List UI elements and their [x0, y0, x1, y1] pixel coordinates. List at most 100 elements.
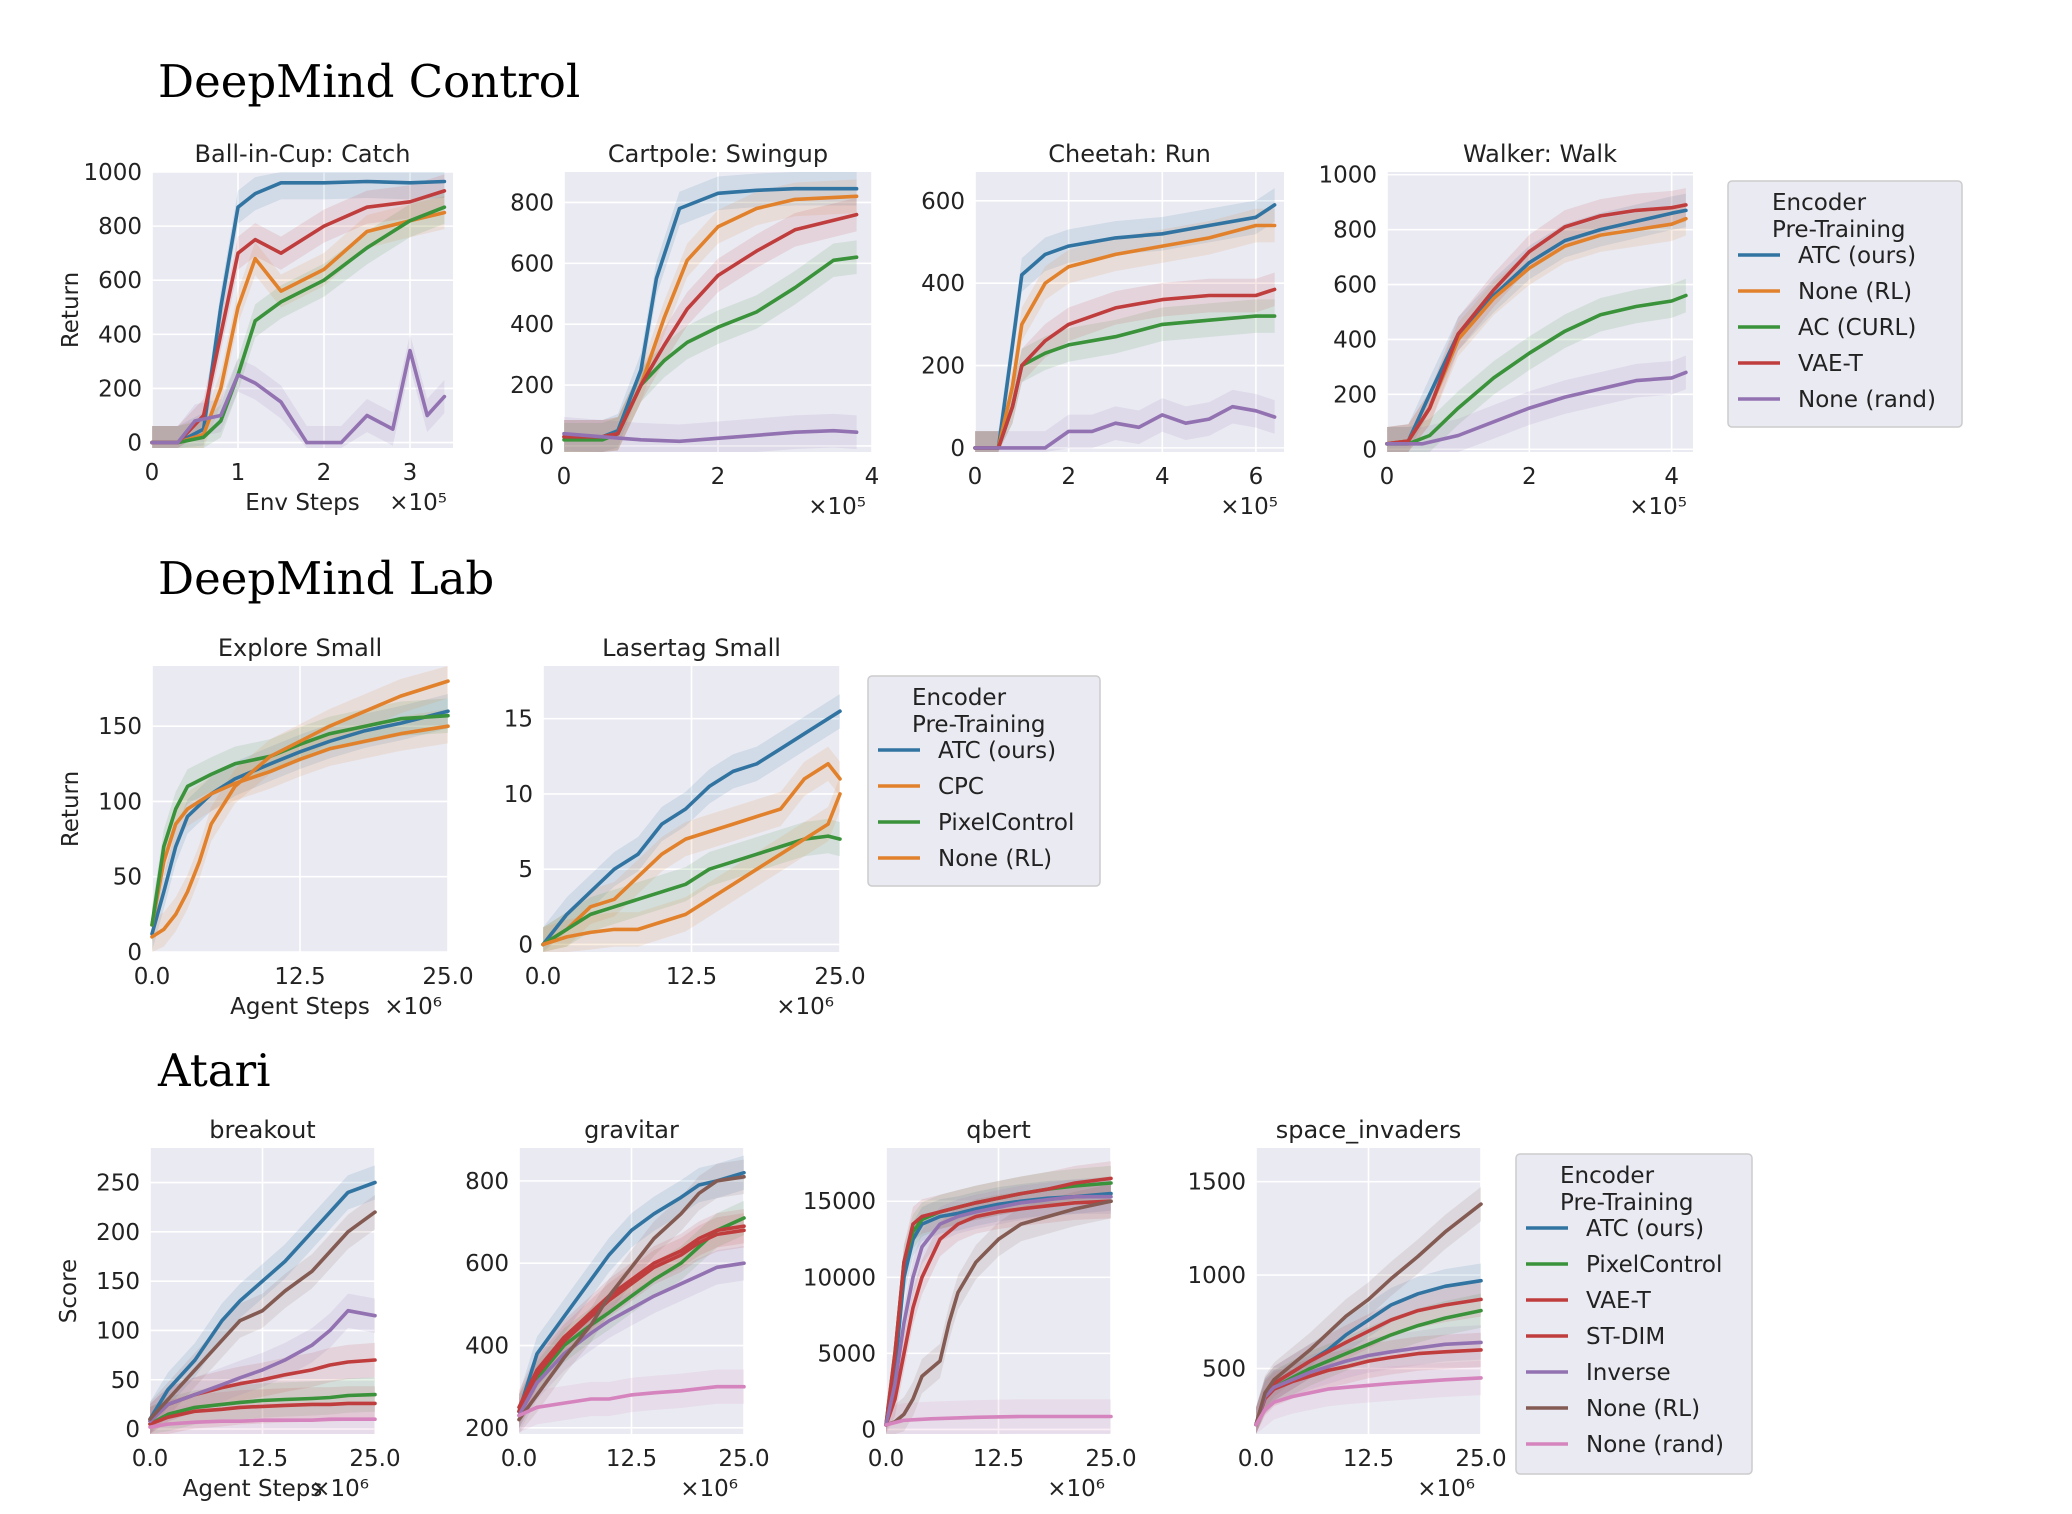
y-tick-label: 10000: [803, 1265, 876, 1291]
x-tick-label: 25.0: [1455, 1446, 1506, 1472]
y-tick-label: 200: [465, 1416, 509, 1442]
series-line: [973, 287, 1277, 450]
legend-entry: None (RL): [938, 846, 1052, 872]
x-tick-label: 0.0: [1238, 1446, 1275, 1472]
x-tick-label: 0.0: [134, 964, 171, 990]
chart-title: breakout: [209, 1116, 315, 1144]
chart-8: qbert 0.0 12.5 25.0 0 5000 10000 15000 ×10⁶: [803, 1116, 1137, 1502]
series-band: [1256, 1282, 1481, 1434]
series-line: [884, 1414, 1113, 1427]
x-multiplier: ×10⁵: [389, 490, 447, 516]
series-band: [519, 1369, 744, 1433]
y-axis-label: Score: [56, 1259, 82, 1323]
series-line: [148, 1180, 377, 1421]
series-line: [562, 428, 859, 444]
x-tick-label: 0.0: [868, 1446, 905, 1472]
y-tick-label: 800: [465, 1169, 509, 1195]
series-band: [150, 1342, 375, 1434]
series-band: [519, 1155, 744, 1429]
legend-entry: CPC: [938, 774, 984, 800]
x-tick-label: 2: [711, 464, 726, 490]
x-tick-label: 0.0: [132, 1446, 169, 1472]
y-tick-label: 600: [465, 1251, 509, 1277]
series-band: [1256, 1360, 1481, 1434]
series-line: [150, 679, 450, 939]
series-band: [150, 1293, 375, 1434]
series-line: [148, 1401, 377, 1426]
series-band: [150, 1194, 375, 1434]
x-tick-label: 2: [1522, 464, 1537, 490]
series-line: [517, 1224, 746, 1410]
y-tick-label: 400: [465, 1334, 509, 1360]
y-tick-label: 1000: [1318, 163, 1377, 189]
legend-title: Encoder: [1560, 1163, 1655, 1189]
y-tick-label: 200: [98, 376, 142, 402]
y-tick-label: 15000: [803, 1189, 876, 1215]
legend-title: Pre-Training: [1772, 217, 1906, 243]
series-band: [886, 1165, 1111, 1434]
series-band: [152, 190, 445, 449]
y-tick-label: 800: [98, 214, 142, 240]
y-tick-label: 200: [510, 373, 554, 399]
y-tick-label: 400: [510, 312, 554, 338]
legend-title: Encoder: [912, 685, 1007, 711]
chart-9: space_invaders 0.0 12.5 25.0 500 1000 1500 ×10⁶: [1187, 1116, 1506, 1502]
y-tick-label: 15: [504, 707, 533, 733]
series-line: [517, 1384, 746, 1418]
chart-title: Walker: Walk: [1463, 140, 1617, 168]
y-tick-label: 200: [1333, 382, 1377, 408]
x-tick-label: 4: [865, 464, 880, 490]
plot-area: [152, 172, 453, 448]
series-band: [975, 208, 1275, 452]
series-band: [564, 197, 857, 452]
chart-title: Lasertag Small: [602, 634, 781, 662]
y-tick-label: 600: [510, 251, 554, 277]
chart-title: space_invaders: [1276, 1116, 1462, 1144]
x-tick-label: 0.0: [525, 964, 562, 990]
legend-entry: Inverse: [1586, 1360, 1671, 1386]
chart-5: Lasertag Small 0.0 12.5 25.0 0 5 10 15 ×10⁶: [504, 634, 866, 1020]
series-band: [975, 389, 1275, 452]
series-line: [150, 179, 447, 445]
series-line: [1254, 1340, 1483, 1427]
legend-entry: PixelControl: [1586, 1252, 1722, 1278]
legend-title: Pre-Training: [912, 712, 1046, 738]
x-multiplier: ×10⁶: [311, 1476, 369, 1502]
y-tick-label: 250: [96, 1171, 140, 1197]
legend-entry: AC (CURL): [1798, 315, 1916, 341]
legend-entry: None (RL): [1798, 279, 1912, 305]
y-tick-label: 0: [1362, 437, 1377, 463]
x-tick-label: 12.5: [606, 1446, 657, 1472]
series-line: [562, 212, 859, 439]
chart-3: Walker: Walk 0 2 4 0 200 400 600 800 1000 ×10⁵: [1318, 140, 1693, 520]
series-band: [1387, 355, 1686, 452]
series-line: [150, 205, 447, 445]
y-tick-label: 1000: [83, 160, 142, 186]
chart-6: breakout 0.0 12.5 25.0 0 50 100 150 200 250 ×10⁶Ag…: [56, 1116, 401, 1502]
y-tick-label: 150: [98, 714, 142, 740]
chart-1: Cartpole: Swingup 0 2 4 0 200 400 600 800 ×10⁵: [510, 140, 879, 520]
x-tick-label: 4: [1155, 464, 1170, 490]
x-tick-label: 12.5: [274, 964, 325, 990]
series-line: [517, 1175, 746, 1422]
y-tick-label: 50: [111, 1368, 140, 1394]
y-tick-label: 500: [1202, 1357, 1246, 1383]
x-tick-label: 25.0: [1085, 1446, 1136, 1472]
series-band: [1256, 1332, 1481, 1434]
series-line: [148, 1392, 377, 1426]
series-line: [148, 1417, 377, 1429]
series-band: [886, 1161, 1111, 1434]
legend-title: Pre-Training: [1560, 1190, 1694, 1216]
y-tick-label: 800: [510, 190, 554, 216]
series-band: [152, 698, 448, 943]
y-tick-label: 0: [127, 431, 142, 457]
legend-entry: VAE-T: [1586, 1288, 1652, 1314]
chart-0: Ball-in-Cup: Catch 0 1 2 3 0 200 400 600 800 1000 ×…: [58, 140, 453, 516]
chart-title: qbert: [966, 1116, 1031, 1144]
x-axis-label: Agent Steps: [183, 1476, 323, 1502]
